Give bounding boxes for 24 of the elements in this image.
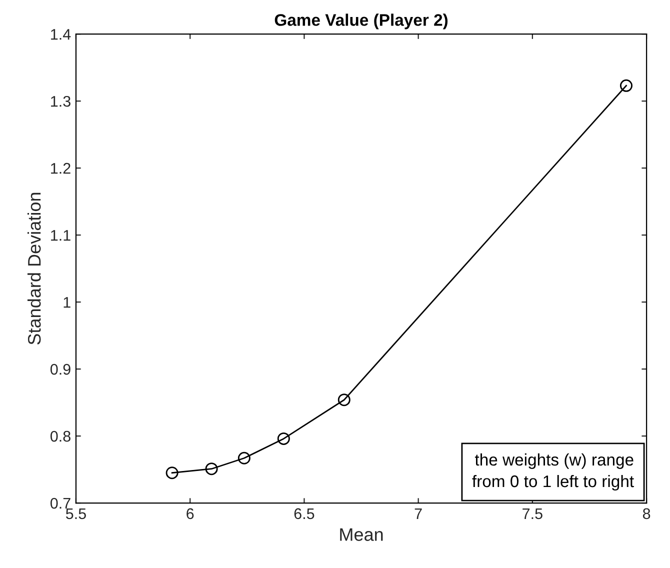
point (205, 462, 218, 476)
x-tick-label: 6.5 (294, 508, 314, 520)
chart-title: Game Value (Player 2) (274, 14, 448, 30)
y-tick-label: 0.9 (50, 364, 70, 375)
y-tick-label: 0.7 (50, 498, 70, 509)
y-tick-label: 1 (64, 297, 70, 308)
y-tick-label: 1.3 (51, 96, 70, 107)
y-tick-label: 1.1 (51, 230, 70, 241)
x-tick-label: 6 (186, 508, 194, 520)
point (238, 452, 250, 464)
x-axis-title: Mean (340, 528, 383, 541)
x-tick-label: 7 (414, 508, 422, 519)
point (277, 432, 290, 445)
annotation: the weights (w) range from 0 to 1 left to right (472, 453, 634, 491)
point (338, 394, 350, 406)
x-tick-label: 5.5 (66, 508, 86, 520)
x-tick-label: 8 (642, 508, 650, 520)
y-tick-label: 1.4 (51, 29, 71, 40)
y-tick-label: 1.2 (51, 162, 70, 174)
point (166, 466, 178, 480)
point (620, 79, 632, 92)
y-axis-title: Standard Deviation (27, 192, 41, 345)
x-tick-label: 7.5 (522, 508, 542, 520)
y-tick-label: 0.8 (50, 430, 70, 442)
